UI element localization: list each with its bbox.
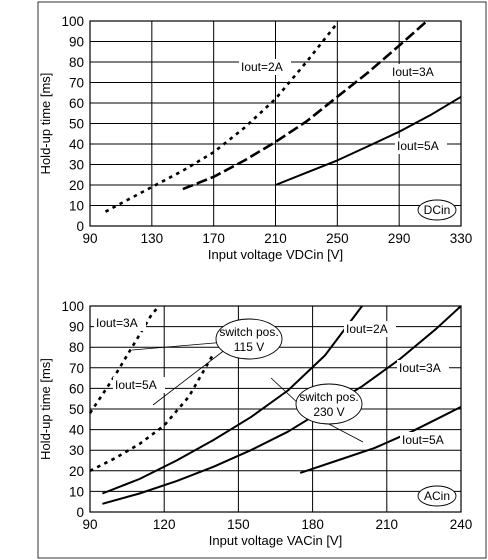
dc-y-tick-label: 10	[69, 199, 84, 214]
dc-badge-label: DCin	[424, 203, 451, 217]
ac-series-label-bg	[400, 432, 452, 448]
ac-series-iout-3a-230-v-line	[102, 305, 462, 505]
dc-series-iout-2a-line	[104, 22, 339, 213]
dc-y-tick-label: 100	[61, 14, 84, 29]
ac-leader-line	[324, 421, 364, 443]
dc-series-label-bg	[395, 138, 447, 154]
ac-callout-1-text: switch pos. 230 V	[299, 390, 358, 419]
ac-x-tick-label: 180	[301, 517, 324, 532]
dc-badge-shape	[417, 199, 457, 221]
dc-series-label-iout-2a: Iout=2A	[241, 60, 283, 74]
ac-x-tick-label: 240	[450, 517, 473, 532]
ac-y-tick-label: 80	[69, 340, 84, 355]
ac-x-axis-title: Input voltage VACin [V]	[209, 533, 342, 548]
ac-y-tick-label: 0	[76, 505, 84, 520]
dc-y-tick-label: 30	[69, 158, 84, 173]
ac-leader-line	[152, 348, 227, 406]
ac-y-tick-label: 60	[69, 381, 84, 396]
ac-series-label-bg	[344, 321, 396, 337]
dc-y-tick-label: 50	[69, 117, 84, 132]
dc-y-tick-label: 0	[76, 219, 84, 234]
dc-x-tick-label: 90	[82, 231, 97, 246]
ac-y-tick-label: 70	[69, 361, 84, 376]
ac-y-tick-label: 30	[69, 443, 84, 458]
ac-y-tick-label: 10	[69, 484, 84, 499]
ac-badge-label: ACin	[424, 489, 450, 503]
ac-series-label-bg	[94, 315, 146, 331]
dc-x-tick-label: 130	[141, 231, 164, 246]
ac-x-tick-label: 90	[82, 517, 97, 532]
ac-series-iout-2a-230-v-line	[102, 305, 363, 495]
ac-y-tick-label: 20	[69, 464, 84, 479]
dc-x-tick-label: 170	[202, 231, 225, 246]
ac-y-tick-label: 100	[61, 299, 84, 314]
ac-series-label-iout-3a: Iout=3A	[399, 361, 441, 375]
ac-y-tick-label: 50	[69, 402, 84, 417]
ac-series-label-iout-3a: Iout=3A	[96, 316, 138, 330]
ac-x-tick-label: 120	[153, 517, 176, 532]
dc-series-label-iout-3a: Iout=3A	[392, 65, 434, 79]
figure-border	[37, 1, 487, 559]
dc-x-tick-label: 250	[326, 231, 349, 246]
ac-y-axis-title: Hold-up time [ms]	[38, 358, 53, 460]
ac-x-tick-label: 210	[376, 517, 399, 532]
ac-callout-0-shape	[215, 318, 283, 360]
dc-x-tick-label: 290	[388, 231, 411, 246]
dc-y-tick-label: 90	[69, 35, 84, 50]
dc-series-iout-3a-line	[182, 20, 428, 191]
ac-y-tick-label: 90	[69, 320, 84, 335]
ac-series-iout-5a-230-v-line	[299, 406, 462, 474]
dc-series-label-bg	[390, 64, 442, 80]
dc-y-tick-label: 20	[69, 178, 84, 193]
dc-y-tick-label: 80	[69, 55, 84, 70]
ac-series-label-bg	[397, 360, 449, 376]
dc-x-tick-label: 330	[450, 231, 473, 246]
ac-badge-shape	[417, 485, 457, 507]
ac-y-tick-label: 40	[69, 423, 84, 438]
ac-x-tick-label: 150	[227, 517, 250, 532]
ac-callout-1-shape	[295, 383, 363, 425]
dc-series-label-bg	[239, 59, 291, 75]
ac-series-label-iout-2a: Iout=2A	[346, 322, 388, 336]
dc-x-axis-title: Input voltage VDCin [V]	[208, 247, 343, 262]
dc-y-tick-label: 70	[69, 76, 84, 91]
ac-leader-line	[270, 377, 301, 406]
dc-series-iout-5a-line	[275, 95, 462, 186]
ac-series-label-iout-5a: Iout=5A	[402, 433, 444, 447]
ac-series-label-iout-5a: Iout=5A	[115, 378, 157, 392]
ac-callout-0-text: switch pos. 115 V	[219, 325, 278, 354]
ac-series-label-bg	[113, 377, 165, 393]
dc-y-axis-title: Hold-up time [ms]	[38, 73, 53, 175]
dc-y-tick-label: 60	[69, 96, 84, 111]
dc-series-label-iout-5a: Iout=5A	[397, 139, 439, 153]
dc-chart: 0 10 20 30 40 50 60 70 80 90 100 90 130 170 210 250 290 3…	[38, 14, 472, 262]
ac-chart: 0 10 20 30 40 50 60 70 80 90 100 90 120 150 180 210 240 I…	[38, 299, 472, 548]
ac-leader-line	[131, 341, 227, 351]
dc-y-tick-label: 40	[69, 137, 84, 152]
dc-x-tick-label: 210	[264, 231, 287, 246]
